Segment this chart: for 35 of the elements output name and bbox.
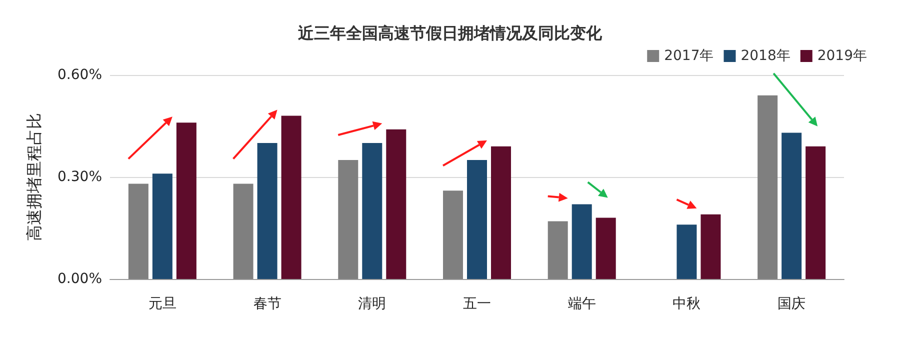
y-tick-label: 0.30% — [58, 169, 102, 185]
y-axis-title: 高速拥堵里程占比 — [24, 113, 44, 241]
bar — [572, 204, 592, 279]
bar — [782, 132, 802, 279]
bar — [700, 214, 721, 279]
x-tick-label: 国庆 — [778, 296, 806, 312]
bar — [152, 174, 172, 279]
bar — [443, 190, 463, 279]
legend-label: 2018年 — [740, 48, 790, 64]
bar — [128, 184, 148, 279]
x-tick-label: 春节 — [253, 296, 282, 312]
bar — [338, 160, 358, 279]
x-tick-label: 元旦 — [148, 296, 176, 312]
bar — [548, 221, 568, 279]
bar — [362, 143, 382, 279]
bar — [491, 146, 511, 279]
bar — [257, 143, 278, 279]
bar — [806, 146, 826, 279]
x-tick-label: 端午 — [568, 296, 596, 312]
x-tick-label: 五一 — [463, 296, 491, 312]
chart-title: 近三年全国高速节假日拥堵情况及同比变化 — [297, 24, 603, 42]
bar — [386, 129, 406, 279]
bar — [233, 184, 254, 279]
bar — [281, 116, 302, 279]
y-tick-label: 0.60% — [58, 67, 102, 83]
bar — [758, 95, 778, 279]
x-tick-label: 中秋 — [672, 296, 701, 312]
bar — [676, 224, 697, 279]
legend-label: 2017年 — [664, 48, 714, 64]
x-tick-label: 清明 — [358, 296, 386, 312]
bar — [467, 160, 487, 279]
bar — [176, 122, 196, 279]
y-tick-label: 0.00% — [58, 271, 102, 287]
legend-label: 2019年 — [817, 48, 868, 64]
bar — [596, 218, 616, 279]
